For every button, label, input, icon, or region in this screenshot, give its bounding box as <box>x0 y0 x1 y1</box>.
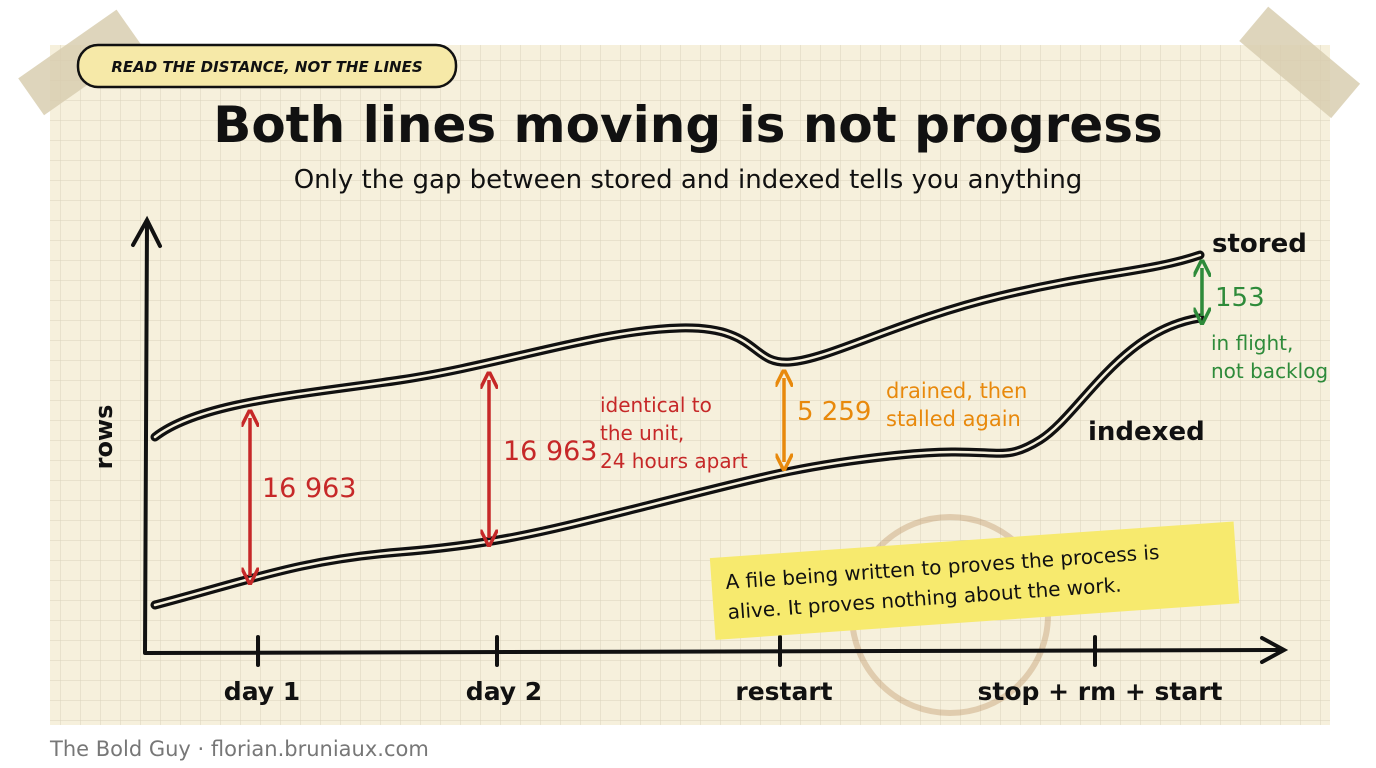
gap-label: 16 963 <box>262 473 356 504</box>
y-axis <box>143 220 149 654</box>
stored-line-inner <box>153 253 1202 439</box>
x-marker-label: stop + rm + start <box>978 677 1223 706</box>
subtitle: Only the gap between stored and indexed … <box>294 165 1083 195</box>
x-axis <box>143 648 1284 655</box>
line-label: indexed <box>1088 417 1205 447</box>
badge-text: READ THE DISTANCE, NOT THE LINES <box>111 58 422 76</box>
gap-note: identical to <box>600 393 712 417</box>
x-axis-arrow <box>1260 636 1289 664</box>
badge <box>76 43 458 89</box>
line-label: stored <box>1212 229 1307 259</box>
gap-note: 24 hours apart <box>600 449 748 473</box>
x-marker-label: day 2 <box>466 677 542 706</box>
y-axis-label: rows <box>90 405 118 470</box>
gap-label: 16 963 <box>503 436 597 467</box>
indexed-line-inner <box>153 316 1202 607</box>
x-marker-label: restart <box>735 677 832 706</box>
gap-note: in flight, <box>1211 331 1293 355</box>
gap-note: not backlog <box>1211 359 1328 383</box>
gap-note: drained, then <box>886 379 1027 403</box>
gap-label: 5 259 <box>797 397 871 427</box>
tape <box>1239 6 1361 119</box>
x-marker-label: day 1 <box>224 677 300 706</box>
sticky-note <box>709 521 1240 640</box>
gap-note: the unit, <box>600 421 684 445</box>
title: Both lines moving is not progress <box>213 96 1163 154</box>
y-axis-arrow <box>131 215 162 248</box>
footer: The Bold Guy · florian.bruniaux.com <box>49 737 429 761</box>
gap-note: stalled again <box>886 407 1021 431</box>
gap-label: 153 <box>1215 283 1265 313</box>
